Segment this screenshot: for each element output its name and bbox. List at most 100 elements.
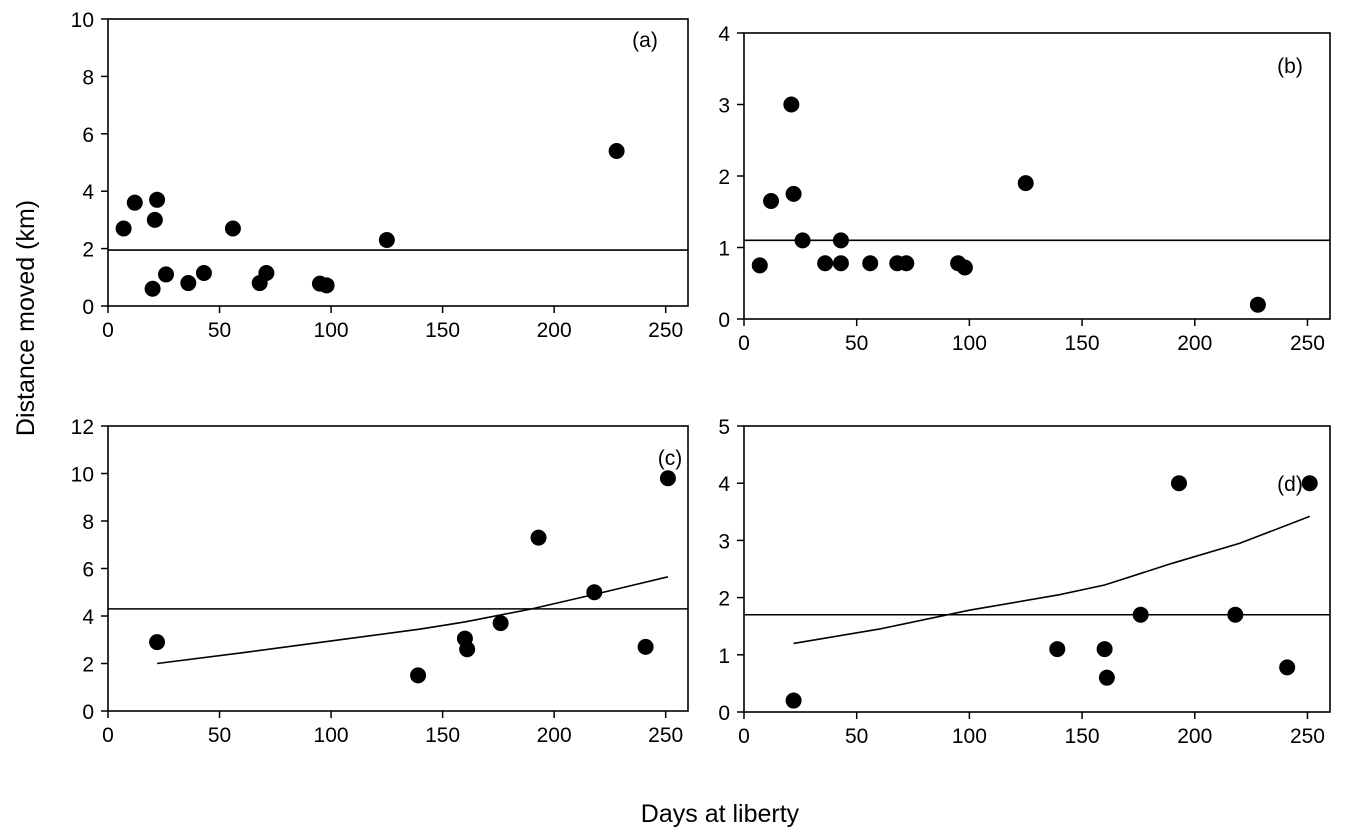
panel-b-data-point [956,259,973,276]
panel-d-xtick-label: 100 [952,725,987,748]
panel-d-data-point [1049,641,1066,658]
panel-d-data-point [1227,606,1244,623]
panel-a-ytick-label: 8 [82,66,94,89]
panel-a-data-point [126,194,143,211]
panel-a-data-point [180,275,197,292]
panel-c-data-point [659,470,676,487]
panel-b-ytick-label: 2 [718,166,730,189]
panel-b-label: (b) [1277,55,1303,78]
x-axis-title: Days at liberty [641,800,800,828]
panel-b-data-point [898,255,915,272]
panel-a-ytick-label: 10 [71,9,94,32]
panel-c-data-point [637,638,654,655]
panel-b-ytick-label: 0 [718,309,730,332]
panel-c-ytick-label: 6 [82,559,94,582]
panel-b-data-point [783,96,800,113]
panel-b-data-point [751,257,768,274]
panel-c-ytick-label: 0 [82,701,94,724]
panel-d-label: (d) [1277,473,1303,496]
panel-d-xtick-label: 0 [738,725,750,748]
panel-a-xtick-label: 50 [208,319,231,342]
panel-a-ytick-label: 0 [82,296,94,319]
panel-b-data-point [1017,175,1034,192]
panel-a-data-point [318,277,335,294]
panel-d-ytick-label: 3 [718,530,730,553]
panel-d-ytick-label: 0 [718,702,730,725]
panel-b-xtick-label: 50 [845,332,868,355]
panel-b-xtick-label: 250 [1290,332,1325,355]
panel-b-xtick-label: 200 [1177,332,1212,355]
panel-b-ytick-label: 3 [718,95,730,118]
panel-a-data-point [378,231,395,248]
panel-c-data-point [530,529,547,546]
panel-c-ytick-label: 2 [82,654,94,677]
panel-d-frame [743,425,1331,713]
panel-d-ytick-label: 2 [718,588,730,611]
panel-b-frame [743,32,1331,320]
panel-a-xtick-label: 0 [102,319,114,342]
panel-d-trend-curve [793,515,1310,645]
panel-b-data-point [862,255,879,272]
panel-c-label: (c) [658,447,683,470]
panel-a-data-point [146,211,163,228]
panel-c-xtick-label: 200 [537,724,572,747]
panel-c-xtick-label: 150 [425,724,460,747]
panel-b: 0 50 100 150 200 250 0 1 2 3 4 (b) [718,23,1331,355]
panel-a-data-point [115,220,132,237]
panel-d-ytick-label: 5 [718,416,730,439]
panel-a-data-point [149,191,166,208]
panel-b-xtick-label: 100 [952,332,987,355]
panel-a-ytick-label: 4 [82,181,94,204]
panel-a-frame [107,18,689,307]
panel-d-data-point [1096,641,1113,658]
panel-d-xtick-label: 200 [1177,725,1212,748]
panel-a-data-point [195,264,212,281]
panel-c-ytick-label: 4 [82,606,94,629]
panel-d-data-point [1301,475,1318,492]
panel-b-data-point [1249,296,1266,313]
panel-b-data-point [832,255,849,272]
panel-b-data-point [763,193,780,210]
panel-d-data-point [1170,475,1187,492]
panel-c: 0 50 100 150 200 250 0 2 4 6 8 10 12 (c) [71,416,689,747]
panel-a-data-point [608,143,625,160]
panel-c-data-point [459,641,476,658]
panel-d-ytick-label: 4 [718,473,730,496]
panel-c-data-point [586,584,603,601]
panel-a-xtick-label: 250 [648,319,683,342]
panel-c-xtick-label: 50 [208,724,231,747]
panel-d-ytick-label: 1 [718,645,730,668]
panel-c-frame [107,425,689,712]
panel-c-ytick-label: 12 [71,416,94,439]
panel-a: 0 50 100 150 200 250 0 2 4 6 8 10 (a) [71,9,689,342]
panel-b-data-point [817,255,834,272]
panel-b-data-point [785,185,802,202]
panel-d: 0 50 100 150 200 250 0 1 2 3 4 5 (d) [718,416,1331,748]
panel-c-xtick-label: 0 [102,724,114,747]
panel-a-xtick-label: 150 [425,319,460,342]
y-axis-title: Distance moved (km) [12,200,40,436]
panel-c-xtick-label: 100 [314,724,349,747]
panel-d-data-point [1098,669,1115,686]
panel-b-xtick-label: 0 [738,332,750,355]
panel-a-data-point [144,280,161,297]
panel-a-xtick-label: 100 [314,319,349,342]
panel-a-data-point [258,264,275,281]
panel-a-xtick-label: 200 [537,319,572,342]
panel-c-data-point [149,634,166,651]
panel-a-ytick-label: 6 [82,124,94,147]
panel-b-ytick-label: 1 [718,238,730,261]
panel-c-ytick-label: 8 [82,511,94,534]
panel-a-label: (a) [632,29,658,52]
panel-a-data-point [224,220,241,237]
panel-c-data-point [410,667,427,684]
panel-a-data-point [158,266,174,283]
panel-d-xtick-label: 50 [845,725,868,748]
panel-d-xtick-label: 250 [1290,725,1325,748]
panel-d-data-point [785,692,802,709]
panel-b-data-point [794,232,811,249]
panel-b-ytick-label: 4 [718,23,730,46]
panel-d-xtick-label: 150 [1065,725,1100,748]
panel-d-data-point [1279,659,1296,676]
